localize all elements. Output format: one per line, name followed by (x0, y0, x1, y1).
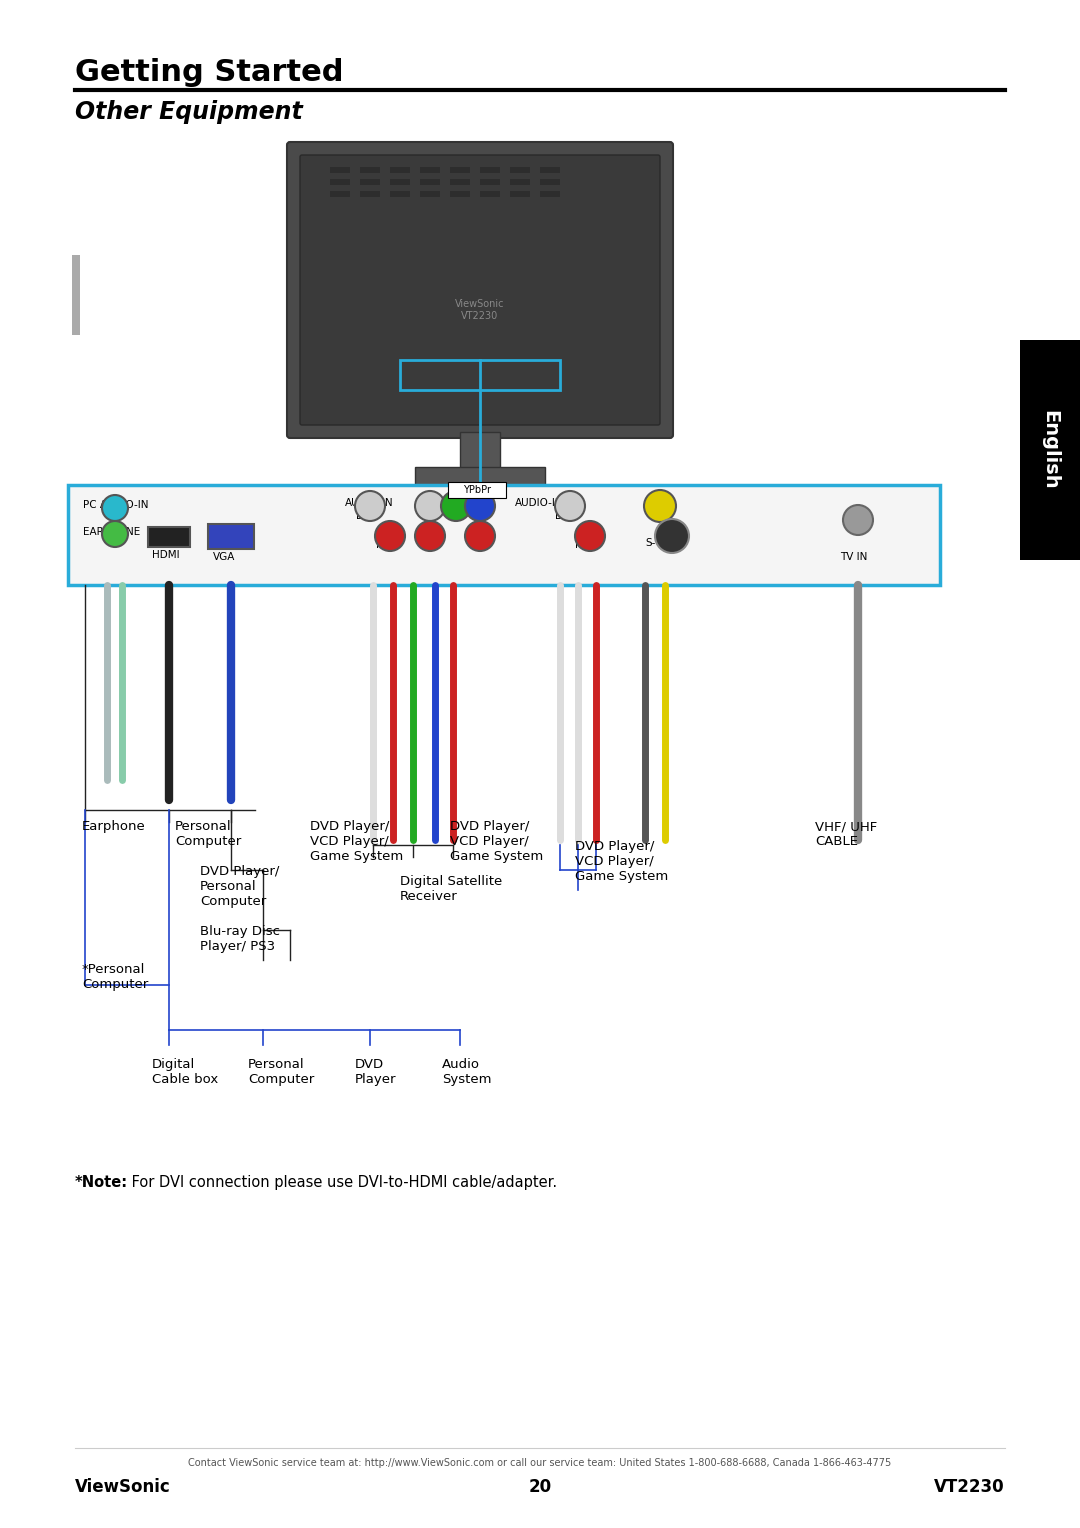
Circle shape (644, 490, 676, 523)
Bar (450, 191, 470, 197)
Bar (420, 191, 440, 197)
Bar (540, 167, 561, 173)
Bar (390, 179, 410, 185)
Text: EARPHONE: EARPHONE (83, 527, 140, 536)
Text: *Personal
Computer: *Personal Computer (82, 963, 148, 992)
Text: Audio
System: Audio System (442, 1057, 491, 1086)
Bar (460, 432, 500, 471)
Text: English: English (1040, 410, 1059, 490)
Text: Other Equipment: Other Equipment (75, 99, 302, 124)
Bar (330, 179, 350, 185)
Text: Personal
Computer: Personal Computer (175, 821, 241, 848)
Circle shape (355, 490, 384, 521)
Text: *Note:: *Note: (75, 1175, 129, 1190)
Bar (510, 167, 530, 173)
Bar (330, 191, 350, 197)
Text: Digital Satellite
Receiver: Digital Satellite Receiver (400, 876, 502, 903)
Bar (510, 179, 530, 185)
Bar (450, 179, 470, 185)
Text: DVD Player/
VCD Player/
Game System: DVD Player/ VCD Player/ Game System (575, 840, 669, 883)
Text: YPbPr: YPbPr (463, 484, 491, 495)
Text: R: R (376, 539, 383, 550)
FancyBboxPatch shape (300, 154, 660, 425)
Text: Earphone: Earphone (82, 821, 146, 833)
Text: ViewSonic
VT2230: ViewSonic VT2230 (456, 299, 504, 321)
Bar (510, 191, 530, 197)
Text: L: L (555, 510, 561, 521)
Bar (400, 361, 561, 390)
Bar (1020, 341, 1080, 559)
Bar (360, 167, 380, 173)
Bar (480, 167, 500, 173)
Circle shape (441, 490, 471, 521)
Bar (448, 481, 507, 498)
Circle shape (102, 521, 129, 547)
Bar (450, 167, 470, 173)
Text: Digital
Cable box: Digital Cable box (152, 1057, 218, 1086)
Text: Blu-ray Disc
Player/ PS3: Blu-ray Disc Player/ PS3 (200, 924, 280, 953)
Bar (390, 191, 410, 197)
FancyBboxPatch shape (287, 142, 673, 439)
Text: DVD Player/
VCD Player/
Game System: DVD Player/ VCD Player/ Game System (310, 821, 403, 863)
Circle shape (843, 504, 873, 535)
Bar (390, 167, 410, 173)
Circle shape (465, 490, 495, 521)
Text: VHF/ UHF
CABLE: VHF/ UHF CABLE (815, 821, 877, 848)
Text: VT2230: VT2230 (934, 1478, 1005, 1496)
Text: Contact ViewSonic service team at: http://www.ViewSonic.com or call our service : Contact ViewSonic service team at: http:… (188, 1458, 892, 1468)
Text: AUDIO-IN: AUDIO-IN (515, 498, 564, 507)
Bar (420, 167, 440, 173)
Circle shape (375, 521, 405, 552)
Bar (480, 179, 500, 185)
Bar (360, 179, 380, 185)
Text: Getting Started: Getting Started (75, 58, 343, 87)
Bar (540, 179, 561, 185)
Bar (360, 191, 380, 197)
Text: R: R (575, 539, 582, 550)
Bar (330, 167, 350, 173)
Circle shape (465, 521, 495, 552)
Circle shape (555, 490, 585, 521)
Bar (540, 191, 561, 197)
Text: L: L (356, 510, 362, 521)
Text: 20: 20 (528, 1478, 552, 1496)
Text: Personal
Computer: Personal Computer (248, 1057, 314, 1086)
Text: TV IN: TV IN (840, 552, 867, 562)
Text: CVBS: CVBS (643, 498, 671, 507)
Circle shape (415, 490, 445, 521)
Text: DVD Player/
VCD Player/
Game System: DVD Player/ VCD Player/ Game System (450, 821, 543, 863)
Circle shape (102, 495, 129, 521)
Text: S-VIDEO: S-VIDEO (645, 538, 688, 549)
Bar (148, 527, 190, 547)
Text: PC AUDIO-IN: PC AUDIO-IN (83, 500, 149, 510)
Text: ViewSonic: ViewSonic (75, 1478, 171, 1496)
Circle shape (654, 520, 689, 553)
Circle shape (575, 521, 605, 552)
Bar (68, 484, 940, 585)
Text: DVD
Player: DVD Player (355, 1057, 396, 1086)
Text: For DVI connection please use DVI-to-HDMI cable/adapter.: For DVI connection please use DVI-to-HDM… (127, 1175, 557, 1190)
Bar (480, 191, 500, 197)
Circle shape (415, 521, 445, 552)
Bar (72, 255, 80, 335)
Bar (420, 179, 440, 185)
Text: AUDIO-IN: AUDIO-IN (345, 498, 393, 507)
Text: DVD Player/
Personal
Computer: DVD Player/ Personal Computer (200, 865, 280, 908)
Text: VGA: VGA (213, 552, 235, 562)
Bar (208, 524, 254, 549)
Bar (415, 468, 545, 484)
Text: HDMI: HDMI (152, 550, 179, 559)
